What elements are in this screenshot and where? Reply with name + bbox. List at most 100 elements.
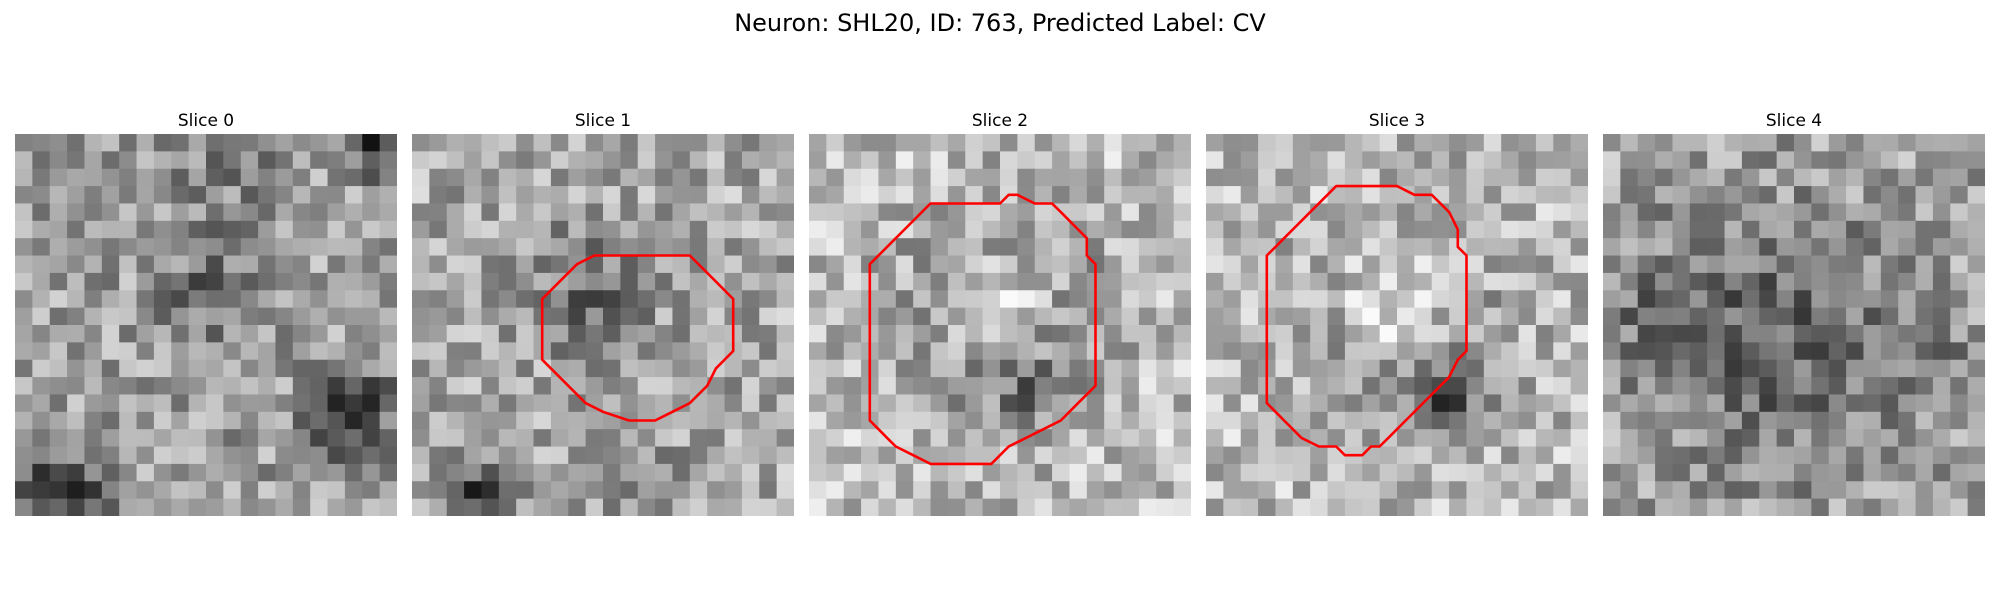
pixel: [1915, 238, 1934, 257]
pixel: [759, 151, 778, 170]
pixel: [1362, 134, 1381, 152]
pixel: [1275, 272, 1294, 291]
pixel: [153, 359, 172, 378]
pixel: [1501, 307, 1520, 326]
pixel: [1811, 272, 1830, 291]
pixel: [327, 463, 346, 482]
pixel: [258, 203, 277, 222]
pixel: [1741, 325, 1760, 343]
pixel: [913, 307, 932, 326]
slice-panel-0: Slice 0: [15, 108, 397, 516]
pixel: [101, 168, 120, 187]
pixel: [826, 307, 845, 326]
pixel: [464, 151, 483, 170]
pixel: [1206, 186, 1224, 205]
pixel: [1603, 377, 1621, 396]
pixel: [1258, 463, 1277, 482]
pixel: [1880, 272, 1899, 291]
pixel: [464, 481, 483, 500]
pixel: [1637, 498, 1656, 516]
pixel: [568, 238, 587, 257]
pixel: [498, 446, 517, 465]
pixel: [1553, 498, 1572, 516]
pixel: [1846, 272, 1865, 291]
pixel: [1121, 342, 1140, 361]
pixel: [1759, 307, 1778, 326]
pixel: [1156, 359, 1175, 378]
pixel: [171, 134, 190, 152]
pixel: [1655, 151, 1674, 170]
pixel: [1310, 463, 1329, 482]
pixel: [223, 134, 242, 152]
pixel: [1603, 168, 1621, 187]
pixel: [516, 342, 535, 361]
pixel: [292, 411, 311, 430]
pixel: [1466, 446, 1485, 465]
pixel: [1932, 463, 1951, 482]
pixel: [965, 429, 984, 448]
pixel: [310, 186, 329, 205]
pixel: [1501, 290, 1520, 309]
pixel: [275, 342, 294, 361]
pixel: [1620, 307, 1639, 326]
pixel: [1535, 220, 1554, 239]
pixel: [1104, 463, 1123, 482]
pixel: [1915, 342, 1934, 361]
pixel: [275, 411, 294, 430]
pixel: [1052, 151, 1071, 170]
pixel: [1104, 168, 1123, 187]
pixel: [1689, 463, 1708, 482]
pixel: [412, 168, 430, 187]
pixel: [568, 290, 587, 309]
pixel: [1535, 203, 1554, 222]
pixel: [1258, 446, 1277, 465]
pixel: [1655, 394, 1674, 413]
pixel: [171, 238, 190, 257]
pixel: [930, 255, 949, 274]
pixel: [1794, 203, 1812, 222]
pixel: [1863, 481, 1882, 500]
pixel: [895, 394, 914, 413]
pixel: [258, 307, 277, 326]
pixel: [1898, 151, 1917, 170]
pixel: [1794, 290, 1812, 309]
pixel: [1724, 168, 1743, 187]
pixel: [1483, 290, 1502, 309]
pixel: [1292, 411, 1311, 430]
pixel: [637, 151, 656, 170]
pixel: [1344, 481, 1363, 500]
pixel: [1362, 186, 1381, 205]
pixel: [965, 446, 984, 465]
pixel: [707, 290, 726, 309]
pixel: [1689, 429, 1708, 448]
pixel: [84, 134, 103, 152]
pixel: [1292, 255, 1311, 274]
pixel: [1223, 238, 1242, 257]
pixel: [240, 186, 259, 205]
pixel: [1069, 429, 1088, 448]
pixel: [310, 134, 329, 152]
pixel: [258, 290, 277, 309]
pixel: [379, 481, 397, 500]
pixel: [344, 446, 363, 465]
pixel: [1689, 498, 1708, 516]
pixel: [724, 186, 743, 205]
pixel: [1344, 168, 1363, 187]
pixel: [1310, 151, 1329, 170]
pixel: [1052, 429, 1071, 448]
pixel: [1156, 168, 1175, 187]
pixel: [1310, 203, 1329, 222]
pixel: [1449, 446, 1468, 465]
pixel: [498, 481, 517, 500]
pixel: [101, 238, 120, 257]
pixel: [188, 255, 207, 274]
pixel: [1776, 220, 1795, 239]
pixel: [1362, 377, 1381, 396]
pixel: [429, 411, 448, 430]
pixel: [15, 134, 33, 152]
pixel: [206, 168, 224, 187]
pixel: [1206, 238, 1224, 257]
pixel: [982, 498, 1001, 516]
pixel: [446, 134, 465, 152]
pixel: [84, 290, 103, 309]
